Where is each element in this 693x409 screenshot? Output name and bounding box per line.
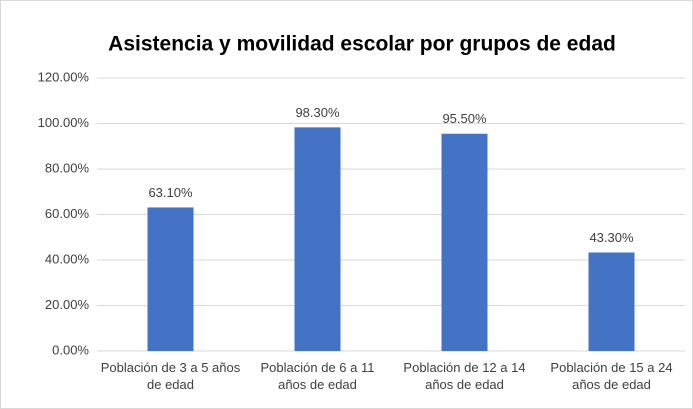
x-tick-label: Población de 6 a 11 años de edad — [260, 360, 375, 392]
y-tick-label: 0.00% — [52, 342, 89, 357]
chart-title: Asistencia y movilidad escolar por grupo… — [108, 33, 616, 56]
data-label: 98.30% — [295, 105, 340, 120]
x-tick-label: Población de 12 a 14 años de edad — [403, 360, 526, 392]
bar — [147, 207, 194, 351]
y-tick-label: 60.00% — [45, 206, 90, 221]
data-label: 43.30% — [589, 230, 634, 245]
bar — [441, 133, 488, 351]
x-tick-label: Población de 15 a 24 años de edad — [550, 360, 673, 392]
x-tick-label: Población de 3 a 5 años de edad — [100, 360, 241, 392]
bar — [588, 252, 635, 351]
y-tick-label: 80.00% — [45, 160, 90, 175]
data-label: 63.10% — [148, 185, 193, 200]
y-tick-label: 20.00% — [45, 297, 90, 312]
bar — [294, 127, 341, 352]
data-label: 95.50% — [442, 111, 487, 126]
y-tick-label: 120.00% — [38, 69, 90, 84]
y-tick-label: 100.00% — [38, 115, 90, 130]
y-tick-label: 40.00% — [45, 251, 90, 266]
